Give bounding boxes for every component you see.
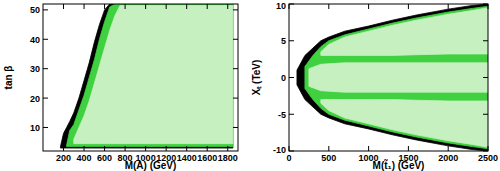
y-tick-label: 40: [30, 35, 40, 45]
x-tick: [408, 4, 409, 9]
figure: 2004006008001000120014001600180010203040…: [0, 0, 500, 171]
x-tick-label: 200: [56, 153, 71, 163]
density-region: [74, 5, 233, 143]
x-tick-label: 500: [321, 153, 336, 163]
y-tick: [43, 9, 48, 10]
x-tick: [145, 4, 146, 9]
x-tick-label: 1400: [177, 153, 197, 163]
density-region: [297, 4, 488, 151]
x-tick: [84, 146, 85, 151]
y-tick: [289, 151, 294, 152]
x-tick: [207, 4, 208, 9]
y-tick-label: 10: [30, 123, 40, 133]
y-axis-label: Xₜ (TeV): [251, 60, 262, 96]
plot-area: [297, 4, 488, 151]
x-tick: [368, 4, 369, 9]
x-axis-label: M(A) (GeV): [125, 160, 177, 171]
x-tick: [166, 4, 167, 9]
density-region: [309, 63, 488, 92]
x-tick: [207, 146, 208, 151]
y-tick: [483, 151, 488, 152]
panel: 2004006008001000120014001600180010203040…: [3, 4, 238, 171]
y-tick: [483, 4, 488, 5]
x-tick: [104, 4, 105, 9]
x-tick-label: 0: [286, 153, 291, 163]
y-tick: [233, 98, 238, 99]
x-tick: [227, 4, 228, 9]
y-tick-label: -5: [278, 110, 286, 120]
x-tick: [125, 146, 126, 151]
density-region: [60, 4, 232, 148]
x-tick: [186, 4, 187, 9]
x-tick: [145, 146, 146, 151]
y-tick: [43, 68, 48, 69]
y-tick: [43, 98, 48, 99]
x-tick: [289, 4, 290, 9]
x-tick: [408, 146, 409, 151]
x-tick-label: 1600: [197, 153, 217, 163]
x-tick: [448, 146, 449, 151]
x-tick: [488, 4, 489, 9]
y-tick: [289, 114, 294, 115]
y-tick-label: 50: [30, 5, 40, 15]
x-tick: [63, 4, 64, 9]
y-tick: [483, 77, 488, 78]
y-tick: [233, 127, 238, 128]
x-axis-label: M(t̃₁) (GeV): [373, 159, 425, 171]
x-tick: [84, 4, 85, 9]
x-tick: [166, 146, 167, 151]
y-tick: [43, 39, 48, 40]
x-tick: [289, 146, 290, 151]
y-tick: [483, 114, 488, 115]
x-tick-label: 2500: [478, 153, 498, 163]
y-tick-label: 0: [281, 73, 286, 83]
x-tick-label: 1800: [218, 153, 238, 163]
y-tick: [289, 40, 294, 41]
y-tick: [233, 9, 238, 10]
x-tick: [227, 146, 228, 151]
y-tick: [289, 77, 294, 78]
y-tick: [483, 40, 488, 41]
x-tick: [63, 146, 64, 151]
panel: 05001000150020002500-10-50510M(t̃₁) (GeV…: [251, 1, 498, 171]
x-tick: [368, 146, 369, 151]
frame: [43, 4, 238, 151]
plot-area: [60, 4, 232, 148]
x-tick: [328, 146, 329, 151]
x-tick-label: 2000: [438, 153, 458, 163]
frame: [289, 4, 488, 151]
x-tick: [104, 146, 105, 151]
x-tick: [448, 4, 449, 9]
y-tick-label: 20: [30, 94, 40, 104]
y-tick-label: 5: [281, 36, 286, 46]
x-tick: [125, 4, 126, 9]
x-tick: [328, 4, 329, 9]
density-region: [321, 8, 488, 56]
density-region: [67, 4, 233, 147]
y-axis-label: tan β: [3, 66, 14, 90]
x-tick: [488, 146, 489, 151]
x-tick-label: 400: [77, 153, 92, 163]
y-tick: [289, 4, 294, 5]
y-tick-label: 30: [30, 64, 40, 74]
density-region: [305, 6, 488, 149]
y-tick: [43, 127, 48, 128]
x-tick-label: 600: [97, 153, 112, 163]
density-region: [321, 100, 488, 148]
y-tick-label: -10: [273, 145, 286, 155]
y-tick-label: 10: [276, 1, 286, 11]
x-tick: [186, 146, 187, 151]
y-tick: [233, 39, 238, 40]
y-tick: [233, 68, 238, 69]
